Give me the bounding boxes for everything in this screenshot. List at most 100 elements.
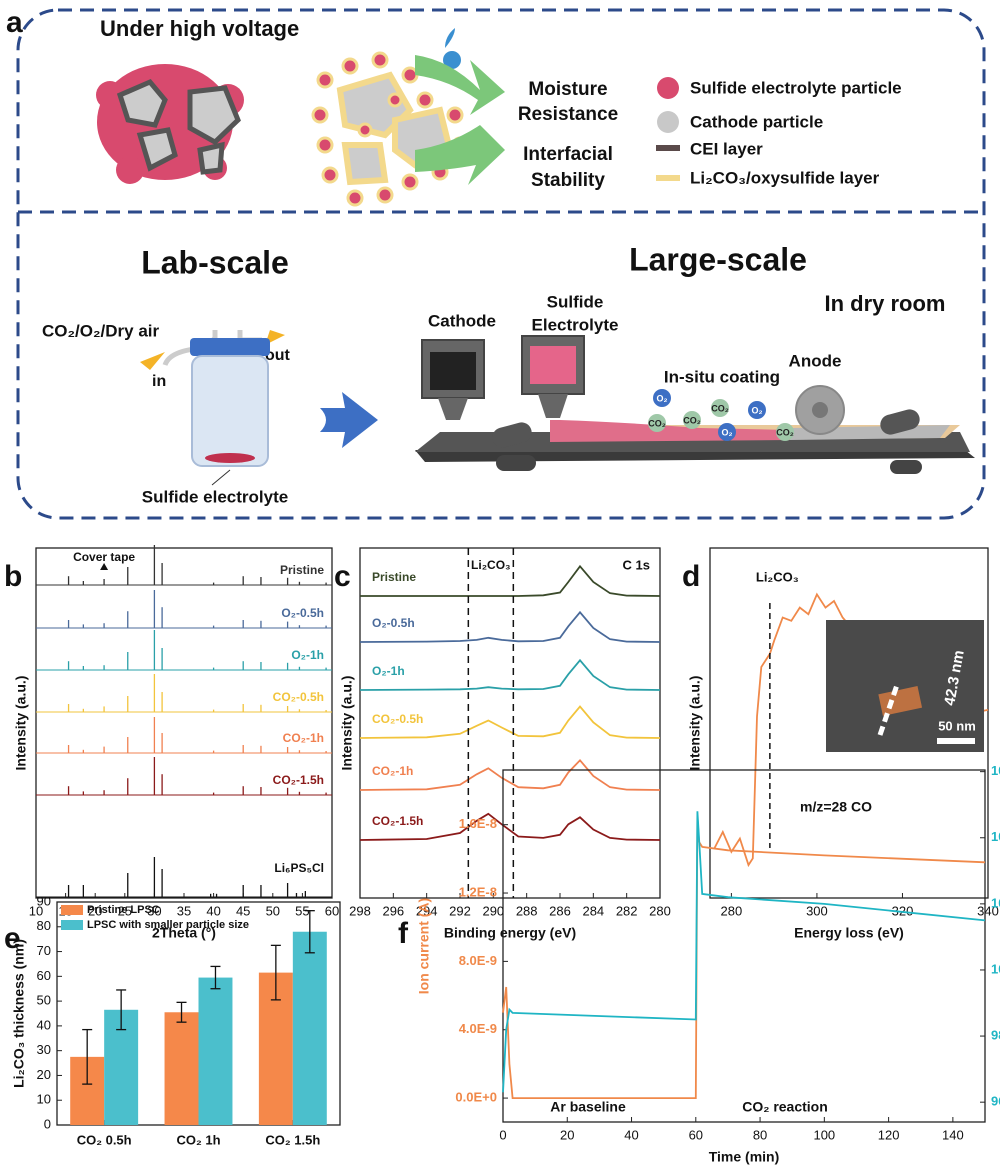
series-label: O₂-1h: [372, 664, 405, 678]
legend-text: Li₂CO₃/oxysulfide layer: [690, 168, 880, 187]
legend-swatch: [61, 920, 83, 930]
legend-text: Sulfide electrolyte particle: [690, 78, 902, 97]
y-tick-label: 4.0E-9: [459, 1021, 497, 1036]
x-tick-label: 288: [516, 903, 538, 918]
x-tick-label: 140: [942, 1127, 964, 1142]
benefit: Interfacial: [523, 144, 613, 165]
section-title: Lab-scale: [141, 244, 289, 280]
inset-dash: [877, 684, 900, 736]
x-tick-label: 40: [624, 1127, 638, 1142]
x-tick-label: 45: [236, 903, 250, 918]
y2-tick-label: 102: [991, 895, 1000, 910]
x-tick-label: 50: [266, 903, 280, 918]
y-tick-label: 8.0E-9: [459, 953, 497, 968]
annotation: m/z=28 CO: [800, 799, 872, 815]
panel-label: b: [4, 560, 22, 593]
panel-label: c: [334, 560, 351, 593]
inset-image: [826, 620, 984, 752]
gas-label: CO₂/O₂/Dry air: [42, 321, 160, 340]
x-tick-label: 320: [892, 903, 914, 918]
arrow: [415, 115, 505, 185]
plot-frame: [359, 547, 661, 899]
series-label: O₂-1h: [291, 648, 324, 662]
molecule: O₂: [657, 393, 668, 403]
benefit: Resistance: [518, 104, 618, 125]
y-axis-label: Intensity (a.u.): [687, 676, 703, 771]
water-drop: [445, 28, 455, 48]
plot-frame: [35, 547, 333, 899]
series-label: CO₂-0.5h: [273, 690, 324, 704]
series-line: [359, 812, 661, 841]
room-label: In dry room: [824, 291, 945, 316]
bar: [198, 977, 233, 1125]
panel-label: d: [682, 560, 700, 593]
x-tick-label: 60: [689, 1127, 703, 1142]
y-tick-label: 80: [37, 918, 51, 933]
arrow: [320, 392, 378, 448]
x-tick-label: 0: [499, 1127, 506, 1142]
y-axis-label: Intensity (a.u.): [339, 676, 355, 771]
y-tick-label: 60: [37, 968, 51, 983]
legend-swatch: [61, 905, 83, 915]
x-tick-label: CO₂ 0.5h: [77, 1132, 132, 1147]
legend-text: Cathode particle: [690, 112, 823, 131]
x-tick-label: 280: [649, 903, 671, 918]
section-title: Large-scale: [629, 241, 807, 277]
annotation: C 1s: [623, 557, 650, 572]
panel-label: e: [4, 922, 21, 955]
y-tick-label: 70: [37, 943, 51, 958]
panel-label: a: [6, 6, 23, 39]
y-axis-label: Li₂CO₃ thickness (nm): [11, 939, 27, 1088]
x-tick-label: 120: [878, 1127, 900, 1142]
molecule: O₂: [722, 427, 733, 437]
legend-swatch: [656, 145, 680, 151]
x-tick-label: 298: [349, 903, 371, 918]
electrolyte-label: Sulfide: [547, 292, 604, 311]
series-label: CO₂-0.5h: [372, 712, 423, 726]
annotation: Ar baseline: [550, 1099, 626, 1115]
panel-label: f: [398, 917, 409, 950]
y2-tick-label: 100: [991, 961, 1000, 976]
x-tick-label: 290: [482, 903, 504, 918]
legend-text: LPSC with smaller particle size: [87, 919, 249, 931]
y-tick-label: 40: [37, 1017, 51, 1032]
y-tick-label: 0.0E+0: [455, 1090, 497, 1105]
x-axis-label: Binding energy (eV): [444, 925, 576, 941]
arrow: [415, 55, 505, 115]
coated-cluster: [311, 51, 469, 207]
y-tick-label: 10: [37, 1092, 51, 1107]
annotation: CO₂ reaction: [742, 1099, 828, 1115]
y-tick-label: 90: [37, 893, 51, 908]
bar: [164, 1012, 199, 1125]
x-tick-label: 294: [416, 903, 438, 918]
x-tick-label: 296: [382, 903, 404, 918]
y-tick-label: 0: [44, 1116, 51, 1131]
x-tick-label: 300: [806, 903, 828, 918]
jar: [140, 330, 285, 486]
frame: [16, 8, 986, 520]
x-tick-label: 80: [753, 1127, 767, 1142]
benefit: Stability: [531, 170, 605, 191]
series-line: [359, 758, 661, 791]
cathode-label: Cathode: [428, 311, 496, 330]
molecule: CO₂: [683, 415, 701, 425]
series-line: [502, 816, 986, 1099]
legend-text: CEI layer: [690, 139, 763, 158]
series-label: Pristine: [372, 570, 416, 584]
x-tick-label: CO₂ 1.5h: [265, 1132, 320, 1147]
y2-tick-label: 96: [991, 1094, 1000, 1109]
coating-label: In-situ coating: [664, 367, 780, 386]
series-label: CO₂-1h: [283, 731, 324, 745]
electrolyte-label: Electrolyte: [532, 315, 619, 334]
molecule: CO₂: [776, 427, 794, 437]
scale-bar: [937, 738, 975, 744]
benefit: Moisture: [528, 79, 607, 100]
molecule: CO₂: [711, 403, 729, 413]
inset-text: 50 nm: [938, 718, 976, 733]
annotation: Cover tape: [73, 550, 135, 564]
annotation: Li₂CO₃: [756, 569, 799, 584]
x-tick-label: 340: [977, 903, 999, 918]
inlet-label: in: [152, 373, 166, 390]
y-tick-label: 20: [37, 1067, 51, 1082]
x-tick-label: 25: [118, 903, 132, 918]
